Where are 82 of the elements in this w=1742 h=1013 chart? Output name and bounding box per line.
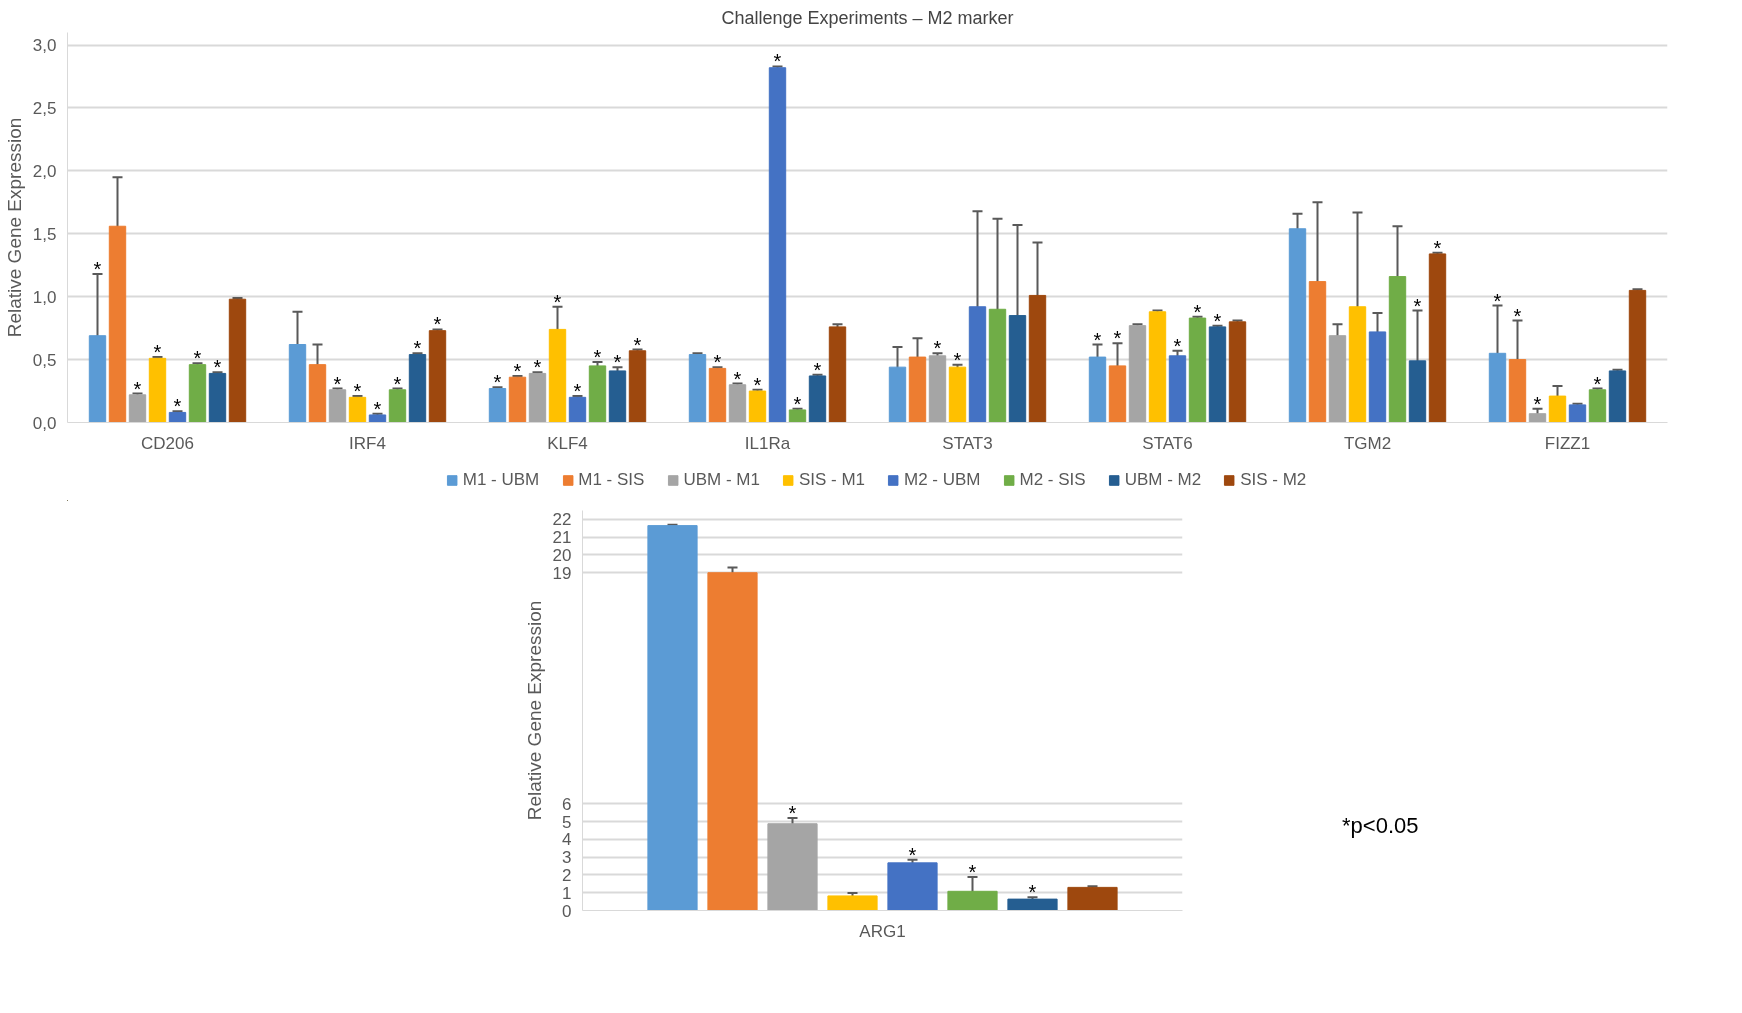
legend-label: UBM - M1 (683, 470, 760, 490)
y-tick-label: 2,5 (32, 98, 57, 118)
y-tick-label: 0 (562, 901, 572, 921)
data-label: * (1433, 236, 1442, 259)
y-tick-label: 1,5 (32, 224, 57, 244)
data-label: * (1533, 392, 1542, 415)
chart-title: Challenge Experiments – M2 marker (721, 7, 1014, 28)
data-label: * (333, 372, 342, 395)
data-label: * (173, 395, 182, 418)
data-label: * (908, 843, 917, 866)
x-tick-label: STAT6 (1142, 433, 1193, 453)
data-label: * (773, 50, 782, 73)
y-tick-label: 0,0 (32, 413, 57, 433)
data-label: * (1173, 334, 1182, 357)
x-tick-label: IRF4 (349, 433, 386, 453)
legend-label: SIS - M1 (798, 470, 865, 490)
y-tick-label: 20 (552, 545, 572, 565)
data-label: * (393, 372, 402, 395)
y-tick-label: 3 (562, 848, 572, 868)
legend-label: M1 - SIS (578, 470, 645, 490)
data-label: * (933, 337, 942, 360)
legend-label: M2 - SIS (1019, 470, 1086, 490)
data-label: * (968, 861, 977, 884)
data-label: * (573, 380, 582, 403)
data-label: * (373, 397, 382, 420)
y-tick-label: 2 (562, 865, 572, 885)
x-tick-label: CD206 (141, 433, 194, 453)
data-label: * (788, 802, 797, 825)
data-label: * (793, 392, 802, 415)
x-tick-label: TGM2 (1343, 433, 1392, 453)
y-tick-label: 19 (552, 563, 572, 583)
x-tick-label: STAT3 (942, 433, 993, 453)
y-tick-label: 5 (562, 812, 572, 832)
data-label: * (1093, 328, 1102, 351)
data-label: * (1193, 300, 1202, 323)
x-tick-label: IL1Ra (744, 433, 791, 453)
y-tick-label: 2,0 (32, 161, 57, 181)
data-label: * (1493, 289, 1502, 312)
data-label: * (753, 373, 762, 396)
data-label: * (613, 351, 622, 374)
y-axis-title: Relative Gene Expression (523, 600, 545, 821)
data-label: * (353, 380, 362, 403)
data-label: * (1513, 304, 1522, 327)
data-label: * (593, 346, 602, 369)
data-label: * (813, 358, 822, 381)
data-label: * (513, 359, 522, 382)
data-label: * (433, 313, 442, 336)
data-label: * (1593, 372, 1602, 395)
y-tick-label: 3,0 (32, 36, 57, 56)
legend-label: M1 - UBM (462, 470, 540, 490)
text: *p<0.05 (1342, 812, 1419, 840)
y-tick-label: 1,0 (32, 287, 57, 307)
data-label: * (213, 356, 222, 379)
y-tick-label: 6 (562, 794, 572, 814)
legend-label: SIS - M2 (1240, 470, 1307, 490)
x-tick-label: ARG1 (859, 921, 906, 941)
x-tick-label: KLF4 (547, 433, 588, 453)
data-label: * (413, 337, 422, 360)
data-label: * (533, 356, 542, 379)
legend-label: M2 - UBM (904, 470, 981, 490)
data-label: * (633, 333, 642, 356)
x-tick-label: FIZZ1 (1544, 433, 1591, 453)
data-label: * (553, 290, 562, 313)
data-label: * (153, 341, 162, 364)
data-label: * (93, 258, 102, 281)
data-label: * (953, 348, 962, 371)
y-axis-title: Relative Gene Expression (3, 117, 25, 338)
data-label: * (1028, 881, 1037, 904)
y-tick-label: 1 (562, 883, 572, 903)
data-label: * (133, 377, 142, 400)
y-tick-label: 4 (562, 830, 572, 850)
data-label: * (1113, 327, 1122, 350)
data-label: * (193, 347, 202, 370)
data-label: * (713, 351, 722, 374)
y-tick-label: 21 (552, 528, 572, 548)
data-label: * (1413, 294, 1422, 317)
legend-label: UBM - M2 (1124, 470, 1202, 490)
data-label: * (733, 367, 742, 390)
y-tick-label: 0,5 (32, 350, 57, 370)
data-label: * (1213, 309, 1222, 332)
data-label: * (493, 371, 502, 394)
y-tick-label: 22 (552, 510, 572, 530)
